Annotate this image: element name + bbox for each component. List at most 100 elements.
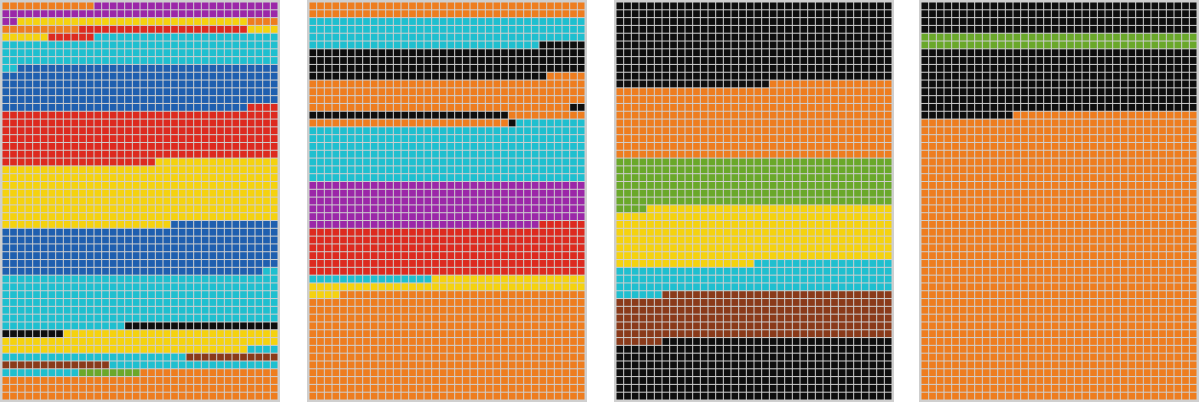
waffle-cell (370, 80, 378, 88)
waffle-cell (125, 283, 132, 291)
waffle-cell (831, 135, 838, 142)
waffle-cell (17, 275, 25, 283)
waffle-cell (624, 33, 631, 41)
waffle-cell (808, 205, 815, 213)
waffle-cell (263, 314, 270, 322)
waffle-cell (25, 181, 33, 189)
waffle-cell (447, 260, 455, 267)
waffle-cell (708, 174, 716, 181)
waffle-cell (347, 41, 355, 49)
waffle-cell (516, 221, 524, 228)
waffle-cell (155, 275, 163, 283)
waffle-cell (355, 49, 363, 57)
waffle-cell (777, 283, 785, 291)
waffle-cell (639, 64, 647, 72)
waffle-cell (746, 41, 754, 49)
waffle-cell (547, 236, 554, 244)
waffle-cell (63, 213, 71, 221)
waffle-cell (455, 205, 462, 213)
waffle-cell (501, 174, 508, 181)
waffle-cell (739, 236, 746, 244)
waffle-cell (386, 252, 393, 260)
waffle-cell (163, 103, 171, 111)
waffle-cell (224, 88, 232, 96)
waffle-cell (178, 330, 186, 338)
waffle-cell (447, 150, 455, 158)
waffle-cell (155, 236, 163, 244)
waffle-cell (562, 111, 570, 119)
waffle-cell (125, 205, 132, 213)
waffle-cell (554, 221, 562, 228)
waffle-cell (94, 41, 102, 49)
waffle-cell (439, 252, 447, 260)
waffle-cell (247, 33, 255, 41)
waffle-cell (877, 41, 884, 49)
waffle-cell (324, 267, 332, 275)
waffle-cell (232, 291, 240, 299)
waffle-cell (762, 197, 769, 205)
waffle-cell (102, 49, 109, 57)
waffle-cell (209, 338, 217, 345)
waffle-cell (808, 283, 815, 291)
waffle-cell (25, 18, 33, 25)
waffle-cell (94, 392, 102, 400)
waffle-cell (854, 275, 861, 283)
waffle-cell (232, 252, 240, 260)
waffle-cell (432, 135, 439, 142)
waffle-cell (247, 236, 255, 244)
waffle-cell (478, 174, 485, 181)
waffle-cell (201, 103, 209, 111)
waffle-cell (63, 236, 71, 244)
waffle-cell (79, 306, 86, 314)
waffle-cell (547, 166, 554, 174)
waffle-cell (117, 291, 125, 299)
waffle-cell (838, 150, 846, 158)
waffle-cell (447, 213, 455, 221)
waffle-cell (861, 33, 869, 41)
waffle-cell (117, 88, 125, 96)
waffle-cell (409, 275, 416, 283)
waffle-cell (171, 174, 178, 181)
waffle-cell (117, 221, 125, 228)
waffle-cell (800, 88, 808, 96)
waffle-cell (877, 127, 884, 135)
waffle-cell (800, 228, 808, 236)
waffle-cell (401, 127, 409, 135)
waffle-cell (56, 283, 63, 291)
waffle-cell (186, 80, 194, 88)
waffle-cell (393, 236, 401, 244)
waffle-cell (370, 25, 378, 33)
waffle-cell (723, 244, 731, 252)
waffle-cell (424, 338, 432, 345)
waffle-cell (624, 213, 631, 221)
waffle-cell (470, 119, 478, 127)
waffle-cell (462, 166, 470, 174)
waffle-cell (155, 150, 163, 158)
waffle-cell (2, 10, 10, 18)
waffle-cell (309, 111, 317, 119)
waffle-cell (854, 88, 861, 96)
waffle-cell (79, 2, 86, 10)
waffle-cell (125, 103, 132, 111)
waffle-cell (63, 72, 71, 80)
waffle-cell (347, 260, 355, 267)
waffle-cell (370, 377, 378, 384)
waffle-cell (224, 18, 232, 25)
waffle-cell (125, 96, 132, 103)
waffle-cell (117, 127, 125, 135)
waffle-cell (33, 330, 40, 338)
waffle-cell (685, 49, 693, 57)
waffle-cell (263, 72, 270, 80)
waffle-cell (731, 174, 739, 181)
waffle-cell (79, 221, 86, 228)
waffle-cell (447, 33, 455, 41)
waffle-cell (677, 283, 685, 291)
waffle-cell (186, 361, 194, 369)
waffle-cell (125, 338, 132, 345)
waffle-cell (247, 166, 255, 174)
waffle-cell (854, 119, 861, 127)
waffle-cell (739, 275, 746, 283)
waffle-cell (531, 119, 539, 127)
waffle-cell (332, 33, 340, 41)
waffle-cell (647, 49, 654, 57)
